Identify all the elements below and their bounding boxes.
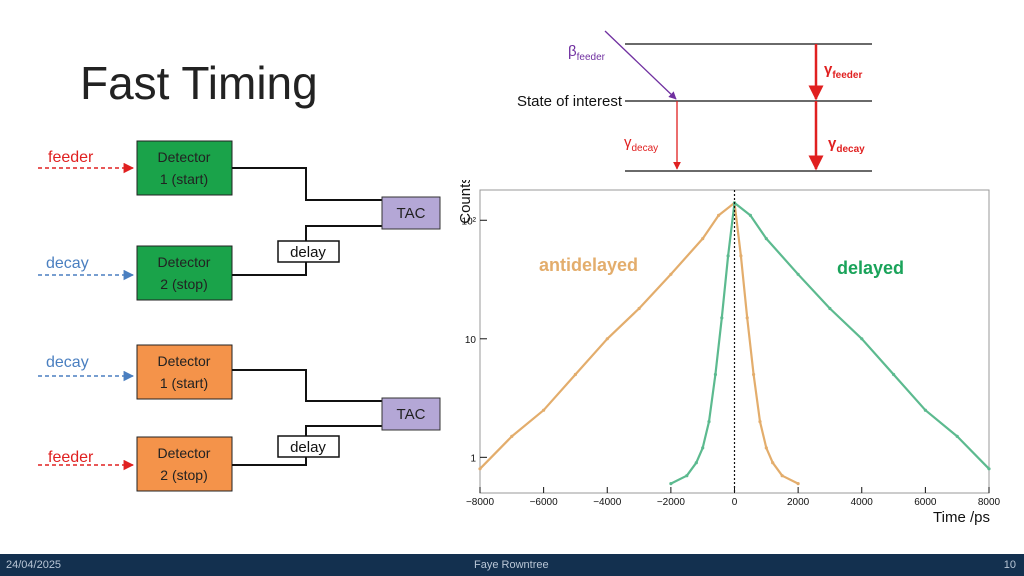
gamma-feeder-label: γfeeder bbox=[824, 61, 862, 81]
y-tick-label: 10² bbox=[462, 216, 477, 227]
bottom-detector-1-line2: 1 (start) bbox=[160, 375, 208, 391]
bottom-detector-1-box bbox=[136, 344, 233, 400]
data-point-delayed bbox=[685, 474, 689, 478]
top-detector-2-box bbox=[136, 245, 233, 301]
top-detector-1-line1: Detector bbox=[158, 149, 211, 165]
x-tick-label: 2000 bbox=[787, 497, 810, 508]
state-of-interest-label: State of interest bbox=[517, 93, 623, 110]
top-tac-label: TAC bbox=[397, 205, 426, 222]
series-line-antidelayed bbox=[479, 201, 799, 485]
data-point-delayed bbox=[707, 420, 711, 424]
bottom-detector-2-line1: Detector bbox=[158, 445, 211, 461]
data-point-antidelayed bbox=[771, 461, 775, 465]
data-point-delayed bbox=[923, 408, 928, 412]
gamma-decay-right-label: γdecay bbox=[828, 135, 865, 155]
top-tac-box bbox=[381, 196, 441, 230]
data-point-antidelayed bbox=[764, 446, 768, 450]
data-point-delayed bbox=[669, 482, 673, 486]
bottom-tac-label: TAC bbox=[397, 406, 426, 423]
x-tick-label: −8000 bbox=[466, 497, 495, 508]
footer-date: 24/04/2025 bbox=[6, 559, 62, 571]
bottom-detector-2-line2: 2 (stop) bbox=[160, 467, 207, 483]
delayed-annotation: delayed bbox=[837, 258, 904, 278]
top-start-wire bbox=[232, 167, 382, 201]
data-point-antidelayed bbox=[573, 372, 578, 377]
bottom-tac-box bbox=[381, 397, 441, 431]
bottom-detector-1-line1: Detector bbox=[158, 353, 211, 369]
data-point-antidelayed bbox=[605, 337, 609, 341]
bottom-delay-label: delay bbox=[290, 439, 326, 456]
footer-bar: 24/04/2025 Faye Rowntree 10 bbox=[0, 554, 1024, 576]
footer-author: Faye Rowntree bbox=[474, 559, 549, 571]
bottom-input-feeder-label: feeder bbox=[48, 449, 94, 466]
chart-series-group bbox=[478, 201, 991, 486]
data-point-delayed bbox=[892, 372, 896, 377]
x-tick-label: −2000 bbox=[657, 497, 686, 508]
data-point-delayed bbox=[796, 272, 800, 276]
data-point-delayed bbox=[860, 337, 864, 341]
data-point-delayed bbox=[987, 467, 991, 471]
data-point-antidelayed bbox=[739, 254, 743, 258]
data-point-delayed bbox=[764, 237, 768, 241]
series-line-delayed bbox=[670, 201, 990, 485]
top-input-decay-label: decay bbox=[46, 255, 89, 272]
y-tick-label: 1 bbox=[470, 453, 476, 464]
data-point-delayed bbox=[955, 434, 959, 438]
slide-title: Fast Timing bbox=[80, 57, 318, 109]
x-tick-label: 4000 bbox=[851, 497, 874, 508]
detector-diagram: feeder decay Detector 1 (start) Detector… bbox=[38, 140, 441, 492]
bottom-start-wire bbox=[232, 369, 382, 402]
data-point-delayed bbox=[726, 254, 730, 258]
data-point-antidelayed bbox=[796, 482, 800, 486]
data-point-delayed bbox=[713, 372, 718, 377]
y-axis-label: Counts bbox=[457, 180, 474, 224]
beta-feeder-arrow bbox=[604, 30, 677, 100]
top-detector-2-line1: Detector bbox=[158, 254, 211, 270]
bottom-input-decay-label: decay bbox=[46, 354, 89, 371]
level-scheme: State of interest βfeeder γdecay γfeeder… bbox=[517, 30, 872, 172]
footer-page-number: 10 bbox=[1003, 559, 1016, 571]
top-detector-1-line2: 1 (start) bbox=[160, 171, 208, 187]
data-point-delayed bbox=[701, 446, 705, 450]
x-axis-label: Time /ps bbox=[933, 509, 990, 526]
data-point-delayed bbox=[720, 316, 724, 320]
data-point-antidelayed bbox=[758, 420, 762, 424]
top-input-feeder-label: feeder bbox=[48, 149, 94, 166]
data-point-antidelayed bbox=[637, 306, 641, 311]
data-point-antidelayed bbox=[752, 372, 756, 377]
data-point-delayed bbox=[694, 461, 698, 465]
top-delay-box bbox=[277, 240, 340, 263]
top-detector-2-line2: 2 (stop) bbox=[160, 276, 207, 292]
x-tick-label: 0 bbox=[732, 497, 738, 508]
gamma-decay-left-label: γdecay bbox=[624, 134, 658, 154]
top-detector-1-box bbox=[136, 140, 233, 196]
x-tick-label: −4000 bbox=[593, 497, 622, 508]
chart-ticks-group: −8000 −6000 −4000 −2000 0 2000 4000 6000 8000 1 10… bbox=[462, 216, 1001, 508]
data-point-antidelayed bbox=[542, 408, 546, 412]
x-tick-label: −6000 bbox=[530, 497, 559, 508]
beta-feeder-label: βfeeder bbox=[568, 43, 606, 63]
data-point-antidelayed bbox=[780, 474, 784, 478]
data-point-antidelayed bbox=[478, 467, 482, 471]
data-point-antidelayed bbox=[510, 434, 514, 438]
top-delay-label: delay bbox=[290, 244, 326, 261]
antidelayed-annotation: antidelayed bbox=[539, 255, 638, 275]
data-point-antidelayed bbox=[669, 272, 673, 276]
data-point-delayed bbox=[828, 306, 832, 311]
data-point-delayed bbox=[748, 213, 753, 217]
bottom-delay-box bbox=[277, 435, 340, 458]
data-point-antidelayed bbox=[701, 237, 705, 241]
x-tick-label: 6000 bbox=[914, 497, 937, 508]
y-tick-label: 10 bbox=[465, 335, 477, 346]
data-point-antidelayed bbox=[717, 213, 721, 217]
time-spectrum-chart: −8000 −6000 −4000 −2000 0 2000 4000 6000 8000 1 10… bbox=[457, 180, 1001, 526]
data-point-antidelayed bbox=[745, 316, 749, 320]
x-tick-label: 8000 bbox=[978, 497, 1001, 508]
